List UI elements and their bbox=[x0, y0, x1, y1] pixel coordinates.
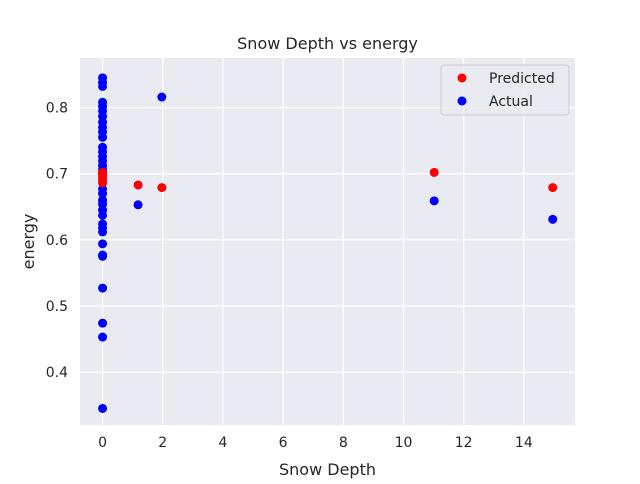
actual-point bbox=[98, 189, 108, 199]
x-tick-label: 0 bbox=[98, 435, 107, 451]
predicted-point bbox=[548, 183, 558, 193]
legend-label-predicted: Predicted bbox=[489, 71, 555, 87]
actual-point bbox=[548, 214, 558, 224]
y-tick-label: 0.8 bbox=[46, 101, 68, 117]
x-tick-label: 14 bbox=[515, 435, 533, 451]
actual-point bbox=[98, 239, 108, 249]
x-tick-label: 8 bbox=[339, 435, 348, 451]
actual-point bbox=[98, 132, 108, 142]
predicted-point bbox=[157, 183, 167, 193]
actual-point bbox=[98, 283, 108, 293]
data-points bbox=[98, 73, 558, 413]
x-tick-label: 12 bbox=[455, 435, 473, 451]
x-tick-label: 2 bbox=[158, 435, 167, 451]
legend: Predicted Actual bbox=[440, 64, 570, 116]
y-tick-label: 0.4 bbox=[46, 365, 68, 381]
actual-point bbox=[98, 332, 108, 342]
x-tick-label: 6 bbox=[279, 435, 288, 451]
x-axis-label: Snow Depth bbox=[279, 460, 376, 479]
x-tick-label: 4 bbox=[218, 435, 227, 451]
actual-point bbox=[98, 227, 108, 237]
x-axis-ticks: 0 2 4 6 8 10 12 14 bbox=[98, 435, 533, 451]
actual-point bbox=[98, 81, 108, 91]
y-tick-label: 0.6 bbox=[46, 233, 68, 249]
predicted-point bbox=[429, 167, 439, 177]
actual-point bbox=[133, 200, 143, 210]
legend-marker-predicted bbox=[457, 73, 467, 83]
y-axis-label: energy bbox=[19, 214, 38, 270]
y-tick-label: 0.7 bbox=[46, 167, 68, 183]
legend-label-actual: Actual bbox=[489, 94, 533, 110]
chart-title: Snow Depth vs energy bbox=[237, 34, 418, 53]
predicted-point bbox=[98, 167, 108, 177]
y-axis-ticks: 0.4 0.5 0.6 0.7 0.8 bbox=[46, 101, 68, 382]
legend-marker-actual bbox=[457, 96, 467, 106]
y-tick-label: 0.5 bbox=[46, 299, 68, 315]
actual-point bbox=[98, 403, 108, 413]
grid-lines bbox=[80, 58, 575, 425]
predicted-point bbox=[133, 180, 143, 190]
actual-point bbox=[98, 318, 108, 328]
legend-box bbox=[440, 64, 570, 116]
actual-point bbox=[429, 196, 439, 206]
actual-point bbox=[157, 92, 167, 102]
actual-point bbox=[98, 251, 108, 261]
actual-point bbox=[98, 210, 108, 220]
x-tick-label: 10 bbox=[395, 435, 413, 451]
